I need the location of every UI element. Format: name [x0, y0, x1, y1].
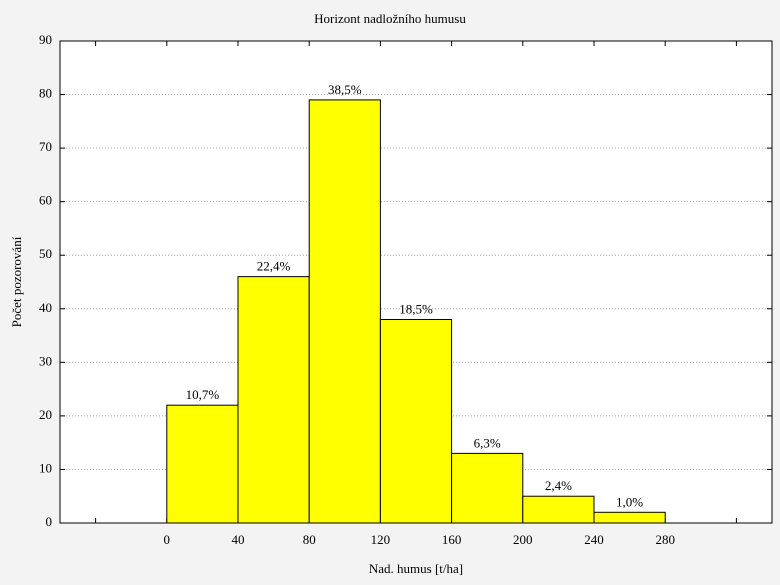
chart-title: Horizont nadložního humusu: [314, 11, 466, 26]
x-tick-label: 0: [164, 532, 171, 547]
bar: [237, 276, 310, 524]
y-axis-label: Počet pozorování: [9, 236, 24, 327]
y-tick-label: 80: [39, 86, 52, 101]
y-tick-label: 0: [46, 514, 53, 529]
bar: [593, 511, 666, 524]
bar-label: 38,5%: [328, 82, 362, 97]
bar-label: 1,0%: [616, 494, 643, 509]
x-tick-label: 280: [655, 532, 675, 547]
plot-frame: [59, 40, 773, 524]
bar-label: 10,7%: [186, 387, 220, 402]
y-tick-label: 60: [39, 193, 52, 208]
bar-label: 18,5%: [399, 301, 433, 316]
bar: [379, 318, 453, 524]
y-tick-label: 10: [39, 460, 52, 475]
y-tick-label: 90: [39, 32, 52, 47]
y-tick-label: 20: [39, 407, 52, 422]
y-tick-label: 30: [39, 353, 52, 368]
bar-label: 6,3%: [474, 435, 501, 450]
y-tick-label: 70: [39, 139, 52, 154]
bar: [308, 99, 381, 524]
x-tick-label: 40: [232, 532, 245, 547]
x-tick-label: 80: [303, 532, 316, 547]
bar-label: 22,4%: [257, 259, 291, 274]
y-tick-label: 40: [39, 300, 52, 315]
bar: [522, 495, 595, 524]
x-axis-label: Nad. humus [t/ha]: [369, 561, 463, 576]
bar: [451, 452, 524, 524]
bar-label: 2,4%: [545, 478, 572, 493]
x-tick-label: 200: [513, 532, 533, 547]
x-tick-label: 160: [442, 532, 462, 547]
y-tick-label: 50: [39, 246, 52, 261]
bar: [166, 404, 239, 524]
x-tick-label: 120: [371, 532, 391, 547]
x-tick-label: 240: [584, 532, 604, 547]
